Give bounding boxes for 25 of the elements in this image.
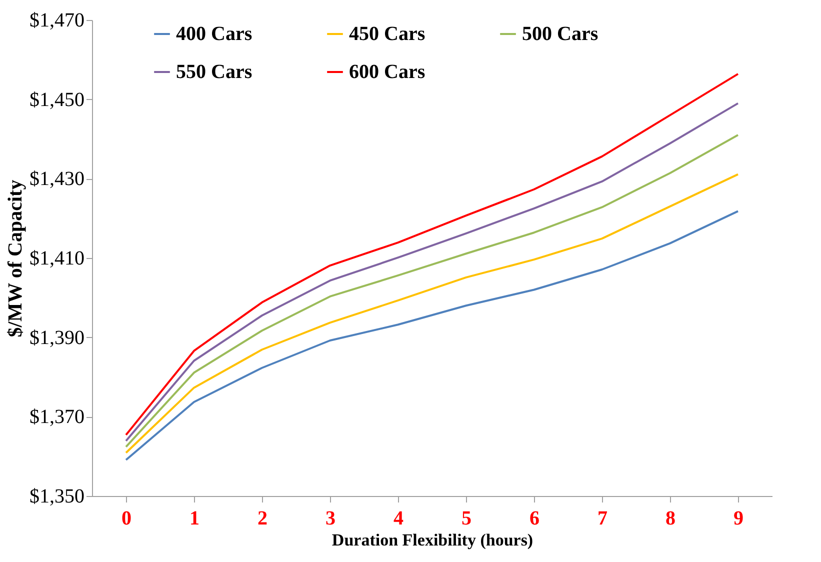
x-axis-title: Duration Flexibility (hours) <box>332 530 534 550</box>
x-tick-label: 0 <box>122 508 132 530</box>
x-tick-label: 8 <box>666 508 676 530</box>
y-axis-title: $/MW of Capacity <box>4 180 26 338</box>
x-tick-label: 2 <box>258 508 268 530</box>
y-tick-label: $1,450 <box>30 88 84 111</box>
legend-label: 600 Cars <box>349 61 426 83</box>
x-tick-label: 1 <box>190 508 200 530</box>
legend-label: 400 Cars <box>176 23 252 45</box>
legend-label: 500 Cars <box>522 23 598 45</box>
y-tick-label: $1,350 <box>30 486 84 508</box>
y-tick-label: $1,390 <box>30 326 84 349</box>
x-tick-label: 3 <box>326 508 336 530</box>
legend-label: 450 Cars <box>349 23 426 45</box>
line-series <box>125 210 739 461</box>
x-tick-label: 6 <box>530 508 540 530</box>
x-tick-label: 9 <box>734 508 744 530</box>
y-tick-label: $1,430 <box>30 168 84 190</box>
y-tick-label: $1,370 <box>30 406 84 428</box>
legend-label: 550 Cars <box>176 61 252 83</box>
x-tick-label: 4 <box>394 508 404 530</box>
x-tick-label: 7 <box>598 508 608 530</box>
y-tick-label: $1,410 <box>30 248 84 270</box>
x-tick-label: 5 <box>462 508 472 530</box>
y-tick-label: $1,470 <box>30 10 84 32</box>
